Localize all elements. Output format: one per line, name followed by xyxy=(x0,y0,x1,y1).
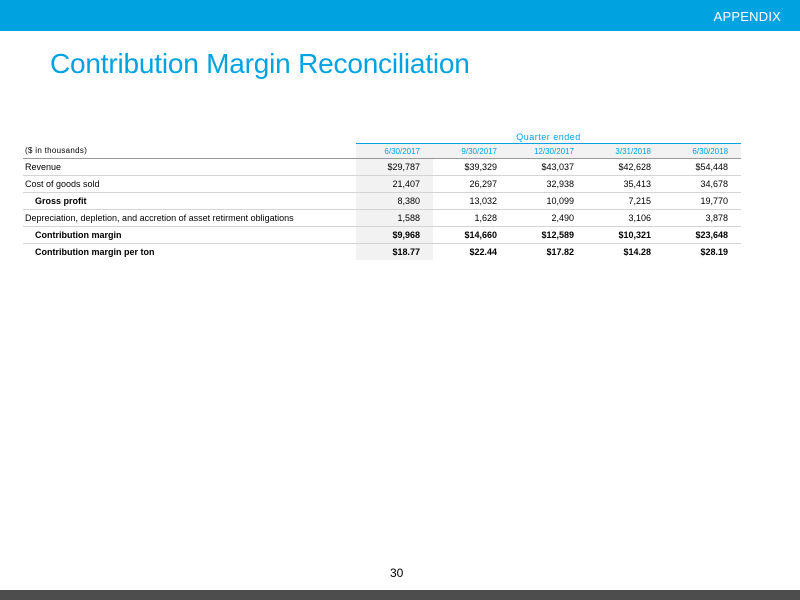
header-band: APPENDIX xyxy=(0,0,800,31)
units-label: ($ in thousands) xyxy=(23,143,356,159)
column-header-q3: 12/30/2017 xyxy=(510,143,587,159)
table-row-contribution-margin: Contribution margin $9,968 $14,660 $12,5… xyxy=(23,226,742,244)
table-cell: 13,032 xyxy=(433,192,510,210)
table-cell: 19,770 xyxy=(664,192,742,210)
table-cell: $18.77 xyxy=(356,243,433,260)
column-header-row: ($ in thousands) 6/30/2017 9/30/2017 12/… xyxy=(23,143,742,159)
table-cell: $17.82 xyxy=(546,247,574,257)
table-cell: $23,648 xyxy=(664,226,742,244)
table-cell: $14.28 xyxy=(623,247,651,257)
footer-band xyxy=(0,590,800,600)
table-cell: 21,407 xyxy=(356,175,433,193)
row-label: Depreciation, depletion, and accretion o… xyxy=(23,209,356,227)
quarter-ended-header: Quarter ended xyxy=(356,129,742,144)
table-cell: 1,588 xyxy=(356,209,433,227)
table-row-revenue: Revenue $29,787 $39,329 $43,037 $42,628 … xyxy=(23,158,742,176)
table-cell: $42,628 xyxy=(587,158,664,176)
group-header-row: Quarter ended xyxy=(23,129,742,144)
group-header-spacer xyxy=(23,129,356,144)
table-cell: 34,678 xyxy=(664,175,742,193)
table-cell: 35,413 xyxy=(587,175,664,193)
section-label: APPENDIX xyxy=(713,9,781,24)
reconciliation-table-container: Quarter ended ($ in thousands) 6/30/2017… xyxy=(23,129,742,260)
table-cell: 26,297 xyxy=(433,175,510,193)
table-cell: 2,490 xyxy=(510,209,587,227)
table-cell: $54,448 xyxy=(664,158,742,176)
table-cell: $10,321 xyxy=(587,226,664,244)
table-cell: $29,787 xyxy=(356,158,433,176)
table-row-depreciation: Depreciation, depletion, and accretion o… xyxy=(23,209,742,227)
page-number: 30 xyxy=(390,566,404,580)
table-cell: $14,660 xyxy=(433,226,510,244)
row-label: Contribution margin xyxy=(23,226,356,244)
table-cell: 3,878 xyxy=(664,209,742,227)
table-cell: 3,106 xyxy=(587,209,664,227)
table-cell: 10,099 xyxy=(510,192,587,210)
table-row-cost-of-goods-sold: Cost of goods sold 21,407 26,297 32,938 … xyxy=(23,175,742,193)
reconciliation-table: Quarter ended ($ in thousands) 6/30/2017… xyxy=(23,129,742,260)
table-cell: 1,628 xyxy=(433,209,510,227)
row-label: Cost of goods sold xyxy=(23,175,356,193)
row-label: Revenue xyxy=(23,158,356,176)
table-cell: $39,329 xyxy=(433,158,510,176)
table-cell: $22.44 xyxy=(469,247,497,257)
row-label: Gross profit xyxy=(23,192,356,210)
table-row-gross-profit: Gross profit 8,380 13,032 10,099 7,215 1… xyxy=(23,192,742,210)
table-cell: 32,938 xyxy=(510,175,587,193)
page-title: Contribution Margin Reconciliation xyxy=(50,48,470,79)
column-header-q2: 9/30/2017 xyxy=(433,143,510,159)
table-cell: 7,215 xyxy=(587,192,664,210)
table-cell: $12,589 xyxy=(510,226,587,244)
column-header-q4: 3/31/2018 xyxy=(587,143,664,159)
column-header-q1: 6/30/2017 xyxy=(356,143,433,159)
table-row-contribution-margin-per-ton: Contribution margin per ton $18.77 $22.4… xyxy=(23,243,741,260)
table-cell: $43,037 xyxy=(510,158,587,176)
table-cell: 8,380 xyxy=(356,192,433,210)
table-cell: $9,968 xyxy=(356,226,433,244)
column-header-q5: 6/30/2018 xyxy=(664,143,742,159)
row-label: Contribution margin per ton xyxy=(35,247,155,257)
table-cell: $28.19 xyxy=(700,247,729,257)
